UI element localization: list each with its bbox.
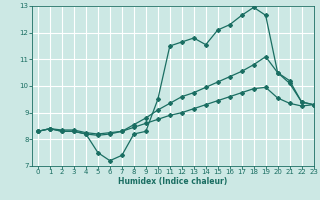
X-axis label: Humidex (Indice chaleur): Humidex (Indice chaleur): [118, 177, 228, 186]
